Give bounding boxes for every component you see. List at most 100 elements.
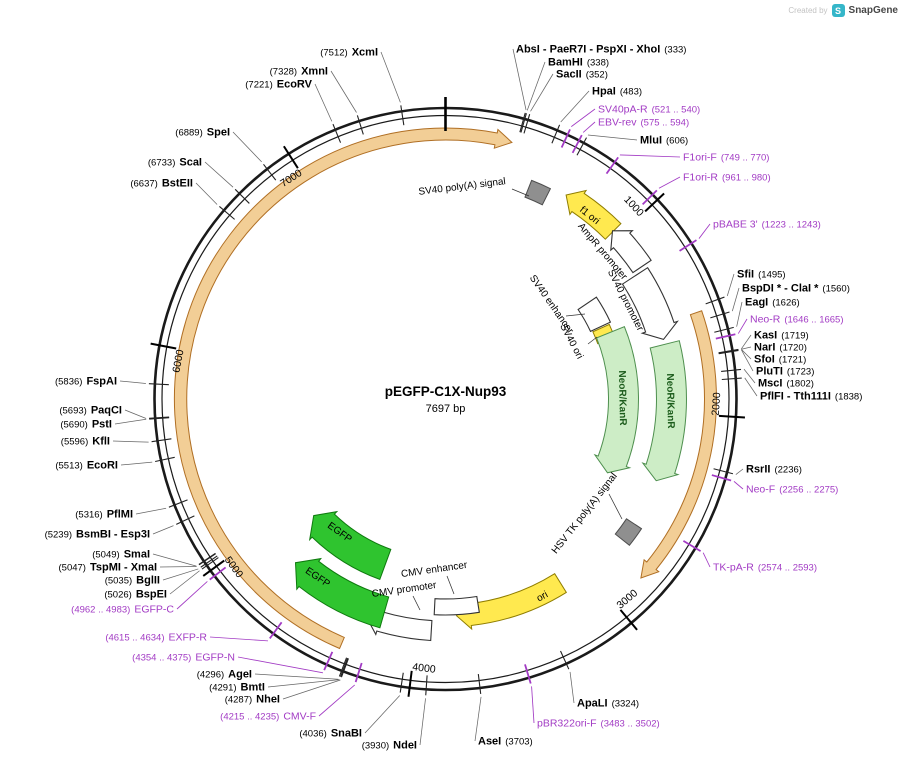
enzyme-position: (483) [620, 87, 642, 98]
enzyme-name: PflFI - Tth111I [760, 391, 831, 403]
feature-label-sv40-polya-signal[interactable]: SV40 poly(A) signal [418, 176, 507, 198]
primer-site-tick [269, 621, 283, 639]
primer-label-sv40pa-r[interactable]: SV40pA-R (521 .. 540) [598, 104, 700, 116]
primer-label-exfp-r[interactable]: (4615 .. 4634) EXFP-R [105, 632, 207, 644]
feature-egfp-inner[interactable] [308, 510, 392, 581]
enzyme-label-pluti[interactable]: PluTI (1723) [756, 366, 814, 378]
enzyme-label-bamhi[interactable]: BamHI (338) [548, 57, 609, 69]
enzyme-label-nhei[interactable]: (4287) NheI [225, 694, 280, 706]
enzyme-label-hpai[interactable]: HpaI (483) [592, 86, 642, 98]
enzyme-label-snabi[interactable]: (4036) SnaBI [299, 728, 362, 740]
feature-sv40-promoter[interactable] [621, 266, 679, 341]
primer-name: EGFP-C [134, 604, 174, 616]
enzyme-label-asei[interactable]: AseI (3703) [478, 736, 533, 748]
enzyme-label-bglii[interactable]: (5035) BglII [105, 575, 160, 587]
enzyme-leader-line [254, 673, 339, 680]
enzyme-label-sfoi[interactable]: SfoI (1721) [754, 354, 806, 366]
feature-hsv-tk-polya-signal[interactable] [614, 518, 643, 547]
feature-label-cmv-promoter[interactable]: CMV promoter [371, 580, 438, 600]
feature-egfp-outer[interactable] [294, 557, 390, 629]
feature-label-neor-kanr-inner[interactable]: NeoR/KanR [616, 370, 628, 426]
primer-label-pbabe-3[interactable]: pBABE 3' (1223 .. 1243) [713, 219, 821, 231]
enzyme-label-bsteii[interactable]: (6637) BstEII [130, 178, 193, 190]
primer-label-cmv-f[interactable]: (4215 .. 4235) CMV-F [220, 711, 316, 723]
primer-label-egfp-n[interactable]: (4354 .. 4375) EGFP-N [132, 652, 235, 664]
enzyme-label-absi-paer7i-pspxi-xhoi[interactable]: AbsI - PaeR7I - PspXI - XhoI (333) [516, 44, 686, 56]
feature-label-ori[interactable]: ori [535, 589, 550, 604]
feature-label-sv40-ori[interactable]: SV40 ori [557, 322, 585, 361]
enzyme-label-apali[interactable]: ApaLI (3324) [577, 698, 639, 710]
feature-cmv-enhancer[interactable] [433, 595, 480, 616]
enzyme-label-psti[interactable]: (5690) PstI [60, 419, 112, 431]
enzyme-leader-line [743, 368, 756, 384]
enzyme-label-scai[interactable]: (6733) ScaI [148, 157, 202, 169]
enzyme-position: (4291) [209, 683, 236, 694]
enzyme-label-tspmi-xmai[interactable]: (5047) TspMI - XmaI [59, 562, 158, 574]
primer-range: (575 .. 594) [641, 118, 690, 129]
enzyme-label-smai[interactable]: (5049) SmaI [92, 549, 150, 561]
enzyme-site-tick [713, 468, 734, 475]
primer-label-tk-pa-r[interactable]: TK-pA-R (2574 .. 2593) [713, 562, 817, 574]
enzyme-label-sfii[interactable]: SfiI (1495) [737, 269, 786, 281]
feature-leader-line [587, 336, 598, 345]
enzyme-label-sacii[interactable]: SacII (352) [556, 69, 608, 81]
feature-ampr-promoter[interactable] [610, 230, 652, 274]
feature-label-neor-kanr-outer[interactable]: NeoR/KanR [664, 373, 676, 429]
enzyme-leader-line [587, 134, 638, 141]
enzyme-label-ecorv[interactable]: (7221) EcoRV [245, 79, 312, 91]
enzyme-label-pflmi[interactable]: (5316) PflMI [75, 509, 133, 521]
enzyme-position: (5513) [55, 461, 82, 472]
feature-label-cmv-enhancer[interactable]: CMV enhancer [400, 560, 468, 580]
enzyme-label-paqci[interactable]: (5693) PaqCI [59, 405, 122, 417]
enzyme-label-kasi[interactable]: KasI (1719) [754, 330, 809, 342]
enzyme-position: (352) [586, 70, 608, 81]
feature-neor-kanr-inner[interactable] [593, 326, 639, 474]
enzyme-label-msci[interactable]: MscI (1802) [758, 378, 814, 390]
primer-label-neo-f[interactable]: Neo-F (2256 .. 2275) [746, 484, 838, 496]
enzyme-name: BamHI [548, 57, 583, 69]
feature-sv40-polya-signal[interactable] [524, 179, 552, 206]
enzyme-label-nari[interactable]: NarI (1720) [754, 342, 807, 354]
feature-neor-kanr-outer[interactable] [641, 340, 687, 482]
enzyme-label-kfli[interactable]: (5596) KflI [61, 436, 110, 448]
enzyme-label-agei[interactable]: (4296) AgeI [197, 669, 252, 681]
primer-label-f1ori-f[interactable]: F1ori-F (749 .. 770) [683, 152, 769, 164]
feature-orange-arc-right[interactable] [640, 310, 717, 579]
feature-orange-arc-left[interactable] [173, 127, 513, 650]
primer-label-ebv-rev[interactable]: EBV-rev (575 .. 594) [598, 117, 689, 129]
enzyme-leader-line [530, 73, 554, 112]
enzyme-label-bsmbi-esp3i[interactable]: (5239) BsmBI - Esp3I [45, 529, 150, 541]
enzyme-label-pflfi-tth111i[interactable]: PflFI - Tth111I (1838) [760, 391, 862, 403]
primer-label-pbr322ori-f[interactable]: pBR322ori-F (3483 .. 3502) [537, 718, 660, 730]
enzyme-label-bmti[interactable]: (4291) BmtI [209, 682, 265, 694]
enzyme-label-spei[interactable]: (6889) SpeI [175, 127, 230, 139]
enzyme-label-mlui[interactable]: MluI (606) [640, 135, 688, 147]
enzyme-site-tick [332, 123, 342, 143]
enzyme-leader-line [282, 679, 341, 700]
enzyme-label-ndei[interactable]: (3930) NdeI [362, 740, 417, 752]
feature-label-hsv-tk-polya-signal[interactable]: HSV TK poly(A) signal [550, 471, 620, 556]
enzyme-label-ecori[interactable]: (5513) EcoRI [55, 460, 118, 472]
primer-site-tick [571, 134, 583, 154]
enzyme-label-fspai[interactable]: (5836) FspAI [55, 376, 117, 388]
feature-f1-ori[interactable] [565, 189, 622, 240]
primer-site-tick [711, 474, 732, 482]
primer-site-tick [641, 189, 658, 206]
enzyme-label-bspdi-clai[interactable]: BspDI * - ClaI * (1560) [742, 283, 850, 295]
enzyme-leader-line [119, 380, 146, 384]
feature-ori[interactable] [455, 573, 567, 631]
primer-label-f1ori-r[interactable]: F1ori-R (961 .. 980) [683, 172, 771, 184]
enzyme-label-xcmi[interactable]: (7512) XcmI [320, 47, 378, 59]
enzyme-position: (5239) [45, 530, 72, 541]
enzyme-label-eagi[interactable]: EagI (1626) [745, 297, 800, 309]
enzyme-label-bspei[interactable]: (5026) BspEI [104, 589, 167, 601]
feature-sv40-enhancer[interactable] [577, 296, 612, 333]
enzyme-leader-line [330, 70, 357, 113]
primer-leader-line [318, 684, 356, 717]
primer-label-neo-r[interactable]: Neo-R (1646 .. 1665) [750, 314, 844, 326]
enzyme-label-rsrii[interactable]: RsrII (2236) [746, 464, 802, 476]
primer-label-egfp-c[interactable]: (4962 .. 4983) EGFP-C [71, 604, 174, 616]
enzyme-label-xmni[interactable]: (7328) XmnI [270, 66, 328, 78]
primer-range: (4962 .. 4983) [71, 605, 130, 616]
